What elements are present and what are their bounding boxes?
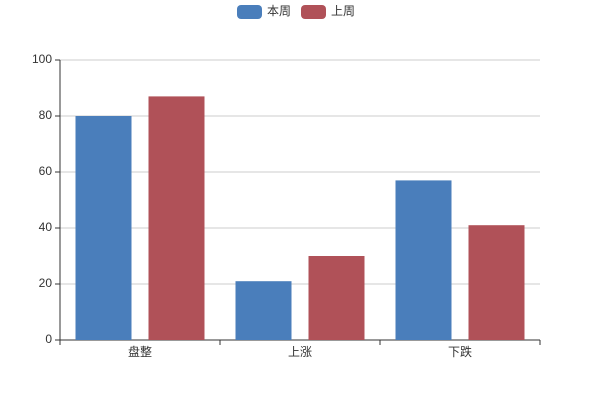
x-tick-label: 盘整 — [128, 344, 152, 359]
bar — [75, 116, 132, 340]
x-tick-label: 上涨 — [288, 344, 312, 359]
y-tick-label: 20 — [39, 276, 53, 290]
bar — [395, 180, 452, 340]
x-tick-label: 下跌 — [448, 344, 472, 359]
legend-label: 上周 — [331, 4, 355, 18]
bar — [235, 281, 292, 340]
y-tick-label: 80 — [39, 108, 53, 122]
bar — [308, 256, 365, 340]
y-tick-label: 60 — [39, 164, 53, 178]
bar — [468, 225, 525, 340]
bar — [148, 96, 205, 341]
y-tick-label: 0 — [45, 332, 52, 346]
y-tick-label: 100 — [32, 52, 52, 66]
y-tick-label: 40 — [39, 220, 53, 234]
legend-label: 本周 — [267, 4, 291, 18]
legend-swatch — [301, 5, 326, 19]
legend-swatch — [237, 5, 262, 19]
